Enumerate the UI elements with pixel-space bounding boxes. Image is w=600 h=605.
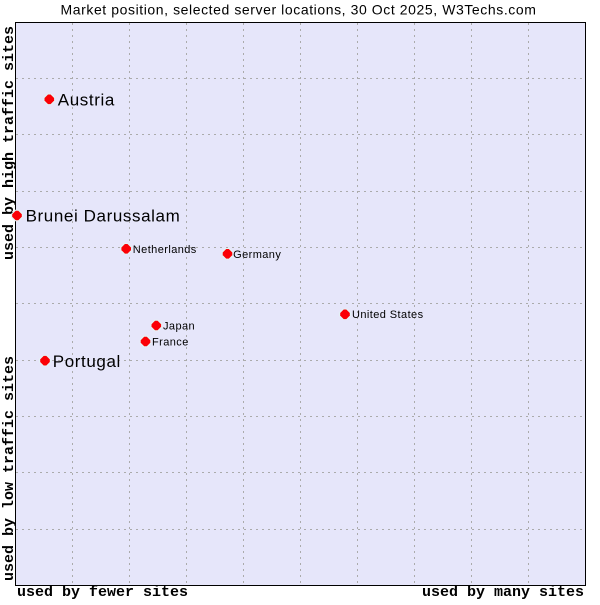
svg-text:used by fewer sites: used by fewer sites xyxy=(17,584,188,600)
svg-text:used by high traffic sites: used by high traffic sites xyxy=(1,26,18,260)
svg-text:used by many sites: used by many sites xyxy=(422,584,584,600)
svg-text:used by low traffic sites: used by low traffic sites xyxy=(1,356,18,581)
svg-text:Germany: Germany xyxy=(233,249,281,261)
svg-text:Netherlands: Netherlands xyxy=(133,244,197,256)
svg-text:Portugal: Portugal xyxy=(53,352,121,371)
svg-text:Japan: Japan xyxy=(163,321,195,333)
svg-text:United States: United States xyxy=(352,309,424,321)
svg-text:Austria: Austria xyxy=(58,91,115,110)
svg-text:Brunei Darussalam: Brunei Darussalam xyxy=(26,207,181,226)
svg-text:Market position, selected serv: Market position, selected server locatio… xyxy=(61,2,537,18)
svg-text:France: France xyxy=(152,337,189,349)
